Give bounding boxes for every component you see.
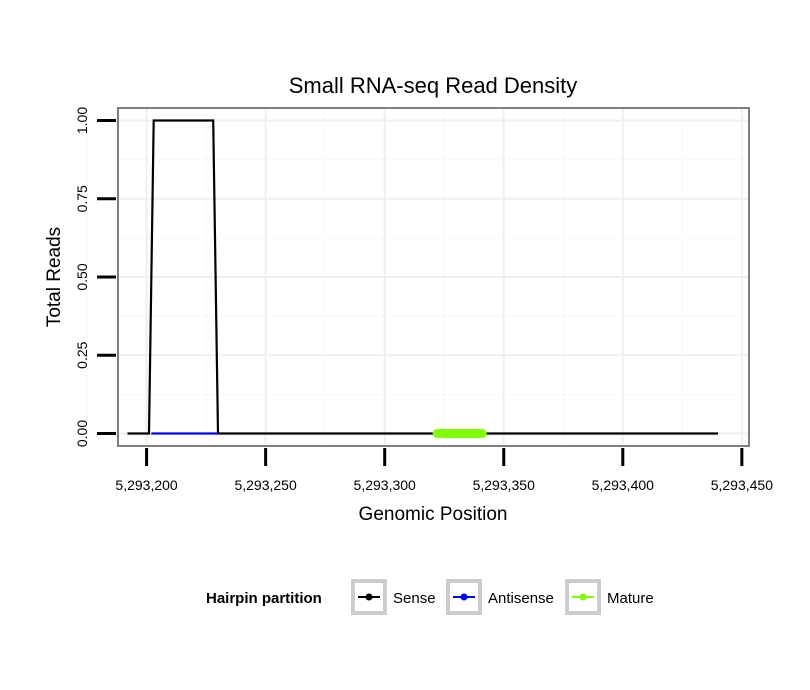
legend-item-sense: Sense	[351, 579, 436, 615]
y-tick-label: 0.75	[74, 185, 90, 212]
chart-title: Small RNA-seq Read Density	[289, 73, 578, 98]
series-line-sense	[127, 119, 718, 435]
y-axis-title: Total Reads	[44, 227, 65, 327]
plot-border	[117, 107, 750, 447]
legend-item-antisense: Antisense	[446, 579, 554, 615]
y-tick-label: 1.00	[74, 107, 90, 134]
x-axis: 5,293,200 5,293,250 5,293,300 5,293,350 5,29…	[115, 448, 773, 493]
x-tick-label: 5,293,350	[473, 477, 535, 493]
legend-item-mature: Mature	[565, 579, 654, 615]
y-tick-label: 0.00	[74, 420, 90, 447]
x-tick-label: 5,293,250	[234, 477, 296, 493]
x-tick-label: 5,293,400	[592, 477, 654, 493]
x-axis-title: Genomic Position	[359, 504, 508, 525]
legend-label-sense: Sense	[393, 590, 436, 607]
grid-lines	[86, 108, 749, 446]
legend-dot-antisense	[460, 593, 468, 601]
x-tick-label: 5,293,200	[115, 477, 177, 493]
legend-title: Hairpin partition	[206, 590, 322, 607]
y-tick-label: 0.50	[74, 263, 90, 290]
legend-dot-mature	[579, 593, 587, 601]
y-tick-label: 0.25	[74, 341, 90, 368]
data-series	[127, 119, 718, 438]
legend-label-antisense: Antisense	[488, 590, 554, 607]
legend-label-mature: Mature	[607, 590, 654, 607]
legend-dot-sense	[365, 593, 373, 601]
y-axis: 0.00 0.25 0.50 0.75 1.00	[74, 107, 116, 447]
x-tick-label: 5,293,300	[354, 477, 416, 493]
legend: Hairpin partition Sense Antisense Mature	[206, 579, 654, 615]
x-tick-label: 5,293,450	[711, 477, 773, 493]
